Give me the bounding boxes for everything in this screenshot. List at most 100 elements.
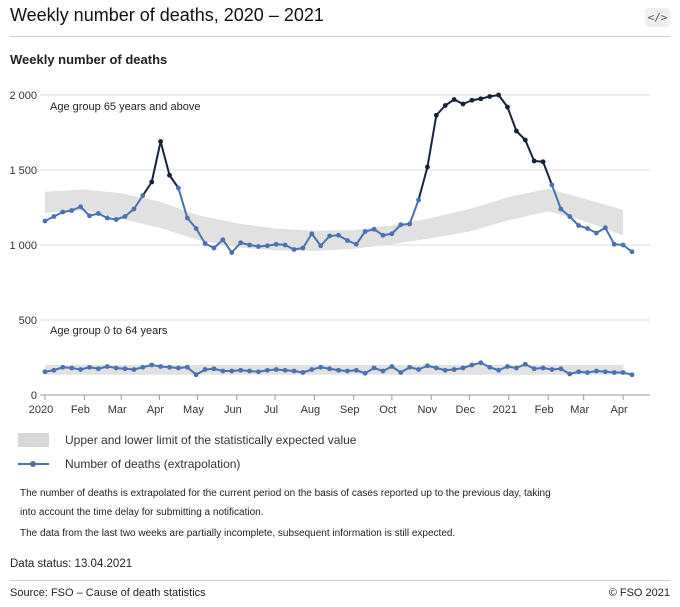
data-point <box>60 209 66 215</box>
data-point <box>416 197 421 203</box>
y-tick-label: 1 000 <box>9 240 37 252</box>
data-point <box>611 370 617 375</box>
data-point <box>113 217 119 222</box>
data-point <box>211 245 217 251</box>
data-point <box>380 232 386 238</box>
data-point <box>433 112 439 118</box>
data-status: Data status: 13.04.2021 <box>10 558 133 570</box>
data-point <box>513 128 519 134</box>
data-point <box>425 363 430 369</box>
data-point <box>496 367 501 373</box>
data-point <box>87 364 92 370</box>
x-tick-label: May <box>183 404 204 416</box>
data-point <box>176 365 181 371</box>
data-point <box>256 244 261 249</box>
data-point <box>380 368 386 374</box>
data-point <box>327 233 333 239</box>
data-point <box>149 179 155 185</box>
data-point <box>256 369 261 375</box>
page-title: Weekly number of deaths, 2020 – 2021 <box>10 5 324 25</box>
data-point <box>629 372 635 378</box>
data-point <box>344 238 350 243</box>
data-point <box>549 182 555 188</box>
legend-item-line[interactable]: Number of deaths (extrapolation) <box>18 455 240 473</box>
data-point <box>585 226 590 231</box>
series-segment <box>524 139 536 162</box>
series-segment <box>133 194 144 210</box>
data-point <box>95 366 101 372</box>
series-segment <box>551 184 562 210</box>
data-point <box>460 365 466 371</box>
legend-item-band[interactable]: Upper and lower limit of the statistical… <box>18 431 356 449</box>
annotation-0-64: Age group 0 to 64 years <box>50 325 168 337</box>
series-segment <box>150 141 162 183</box>
x-tick-label: Apr <box>147 404 164 416</box>
line-swatch <box>18 457 49 471</box>
data-point <box>629 249 635 255</box>
data-point <box>42 369 48 375</box>
data-point <box>496 92 501 98</box>
data-point <box>398 370 404 375</box>
x-tick-label: Apr <box>611 404 628 416</box>
data-point <box>389 231 395 237</box>
data-point <box>389 364 395 369</box>
data-point <box>362 370 368 376</box>
data-point <box>309 231 315 237</box>
y-tick-label: 2 000 <box>9 90 37 102</box>
data-point <box>122 214 128 219</box>
data-point <box>576 223 582 228</box>
data-point <box>309 367 315 372</box>
data-point <box>442 367 448 373</box>
expected-band <box>45 188 624 251</box>
x-tick-label: 2020 <box>29 404 53 416</box>
data-point <box>505 364 510 369</box>
data-point <box>469 97 475 103</box>
series-segment <box>222 239 233 254</box>
series-segment <box>355 230 367 245</box>
series-segment <box>417 166 429 201</box>
data-point <box>318 243 324 249</box>
data-point <box>131 206 137 212</box>
data-point <box>451 97 457 102</box>
y-tick-label: 1 500 <box>9 165 37 177</box>
data-point <box>585 370 590 375</box>
data-point <box>238 367 244 373</box>
data-point <box>87 213 92 219</box>
series-segment <box>426 115 438 168</box>
data-point <box>95 211 101 216</box>
data-point <box>620 242 626 248</box>
data-point <box>282 367 288 373</box>
x-tick-label: Aug <box>301 404 321 416</box>
data-point <box>140 364 146 370</box>
chart-svg: 2 000 1 500 1 000 500 0 Age group 65 years an… <box>9 90 650 416</box>
note-line-2: into account the time delay for submitti… <box>20 507 264 518</box>
data-point <box>558 206 564 212</box>
series-segment <box>311 233 322 247</box>
series-segment <box>168 174 180 189</box>
data-point <box>229 368 235 374</box>
data-point <box>247 368 252 374</box>
x-tick-label: Feb <box>535 404 554 416</box>
data-point <box>336 367 341 373</box>
data-point <box>167 172 172 178</box>
data-point <box>362 229 368 234</box>
data-point <box>522 137 528 143</box>
data-point <box>567 371 573 377</box>
data-point <box>273 367 279 372</box>
data-point <box>300 370 306 375</box>
data-point <box>51 214 57 219</box>
data-point <box>220 368 226 374</box>
data-point <box>602 369 608 375</box>
data-point <box>184 364 190 370</box>
code-embed-icon[interactable]: </> <box>645 8 670 27</box>
data-point <box>140 193 146 198</box>
data-point <box>594 230 599 236</box>
data-point <box>425 164 430 170</box>
data-point <box>167 364 172 370</box>
data-point <box>416 367 421 372</box>
data-point <box>158 139 164 144</box>
data-point <box>558 366 564 372</box>
data-point <box>300 245 306 251</box>
data-point <box>282 242 288 248</box>
series-segment <box>408 199 420 225</box>
